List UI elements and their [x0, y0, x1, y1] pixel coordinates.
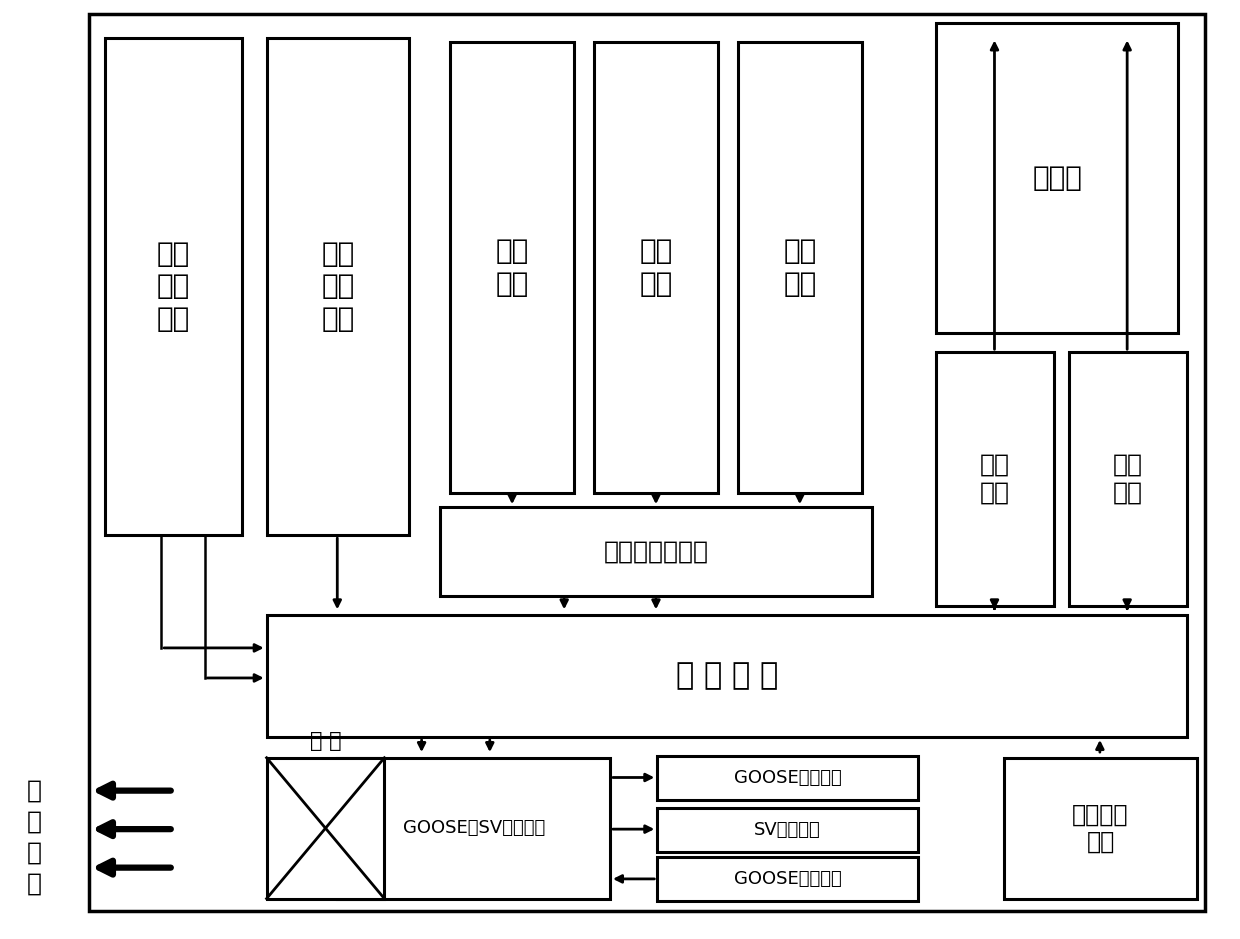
Bar — [1069, 352, 1187, 606]
Bar — [594, 42, 718, 493]
Text: 模拟量控制回路: 模拟量控制回路 — [604, 540, 708, 563]
Text: 风 扇: 风 扇 — [310, 731, 341, 751]
Text: 母线
电压: 母线 电压 — [784, 238, 816, 298]
Text: 合闸
线圈: 合闸 线圈 — [980, 453, 1011, 505]
Text: 线路
电压: 线路 电压 — [640, 238, 672, 298]
Text: 直流
电源
回路: 直流 电源 回路 — [157, 240, 190, 332]
Bar — [337, 758, 610, 899]
Bar — [738, 42, 862, 493]
Bar — [657, 756, 918, 800]
Text: 线路
电流: 线路 电流 — [496, 238, 528, 298]
Bar — [267, 615, 1187, 737]
Text: 路: 路 — [27, 871, 42, 896]
Text: GOOSE接收光口: GOOSE接收光口 — [734, 870, 841, 888]
Bar — [1004, 758, 1197, 899]
Bar — [657, 857, 918, 901]
Bar — [450, 42, 574, 493]
Text: GOOSE、SV解析回路: GOOSE、SV解析回路 — [403, 819, 544, 838]
Text: SV接收光口: SV接收光口 — [754, 821, 821, 839]
Bar — [936, 23, 1178, 333]
Text: 回: 回 — [27, 840, 42, 865]
Bar — [657, 808, 918, 852]
Text: 散: 散 — [27, 778, 42, 803]
Text: 热: 热 — [27, 809, 42, 834]
Bar — [267, 38, 409, 535]
Text: 指示灯: 指示灯 — [1032, 164, 1083, 192]
Bar — [936, 352, 1054, 606]
Text: 位置
输出
接点: 位置 输出 接点 — [321, 240, 355, 332]
Bar — [440, 507, 872, 596]
Bar — [105, 38, 242, 535]
Text: 跳闸
线圈: 跳闸 线圈 — [1112, 453, 1143, 505]
Text: 电阻调节
回路: 电阻调节 回路 — [1073, 802, 1128, 854]
Text: 控 制 回 路: 控 制 回 路 — [676, 662, 777, 690]
Bar — [267, 758, 384, 899]
Text: GOOSE发送光口: GOOSE发送光口 — [734, 769, 841, 787]
